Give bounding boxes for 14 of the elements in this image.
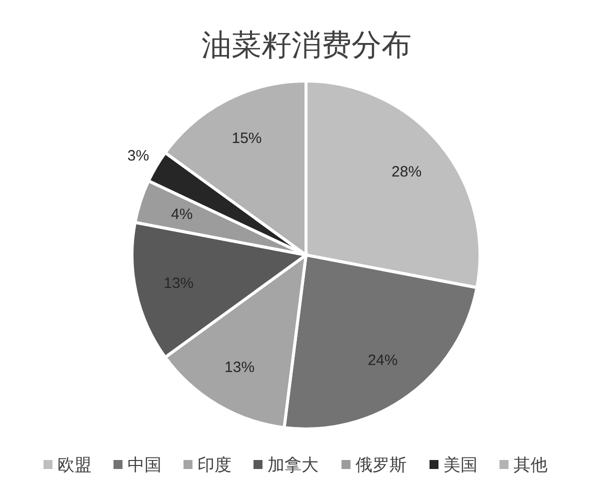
legend-label: 其他: [514, 456, 548, 474]
legend-label: 加拿大: [268, 456, 318, 474]
legend-label: 欧盟: [58, 456, 92, 474]
legend-label: 美国: [444, 456, 478, 474]
legend-label: 印度: [198, 456, 232, 474]
data-label: 3%: [127, 147, 150, 164]
data-label: 28%: [392, 163, 422, 180]
data-label: 4%: [171, 206, 193, 224]
legend-label: 俄罗斯: [356, 456, 406, 474]
chart-title: 油菜籽消费分布: [202, 28, 412, 63]
legend-label: 中国: [128, 456, 162, 474]
data-label: 24%: [368, 352, 398, 370]
data-label: 13%: [224, 358, 255, 376]
data-label: 15%: [232, 130, 262, 148]
